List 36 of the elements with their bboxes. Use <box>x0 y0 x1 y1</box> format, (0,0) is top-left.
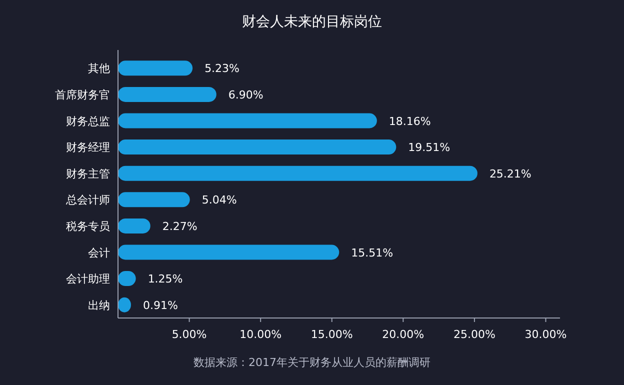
bar <box>118 113 377 128</box>
x-tick-label: 5.00% <box>172 328 207 341</box>
y-tick-label: 会计 <box>88 246 110 260</box>
x-tick-label: 25.00% <box>453 328 496 341</box>
y-tick-label: 出纳 <box>88 298 110 312</box>
bar <box>118 140 396 155</box>
data-label: 25.21% <box>489 167 532 180</box>
y-tick-label: 首席财务官 <box>55 88 110 102</box>
data-label: 1.25% <box>148 272 183 286</box>
x-tick-label: 20.00% <box>382 328 424 341</box>
data-label: 5.04% <box>202 194 237 207</box>
y-tick-label: 财务主管 <box>66 167 110 180</box>
y-tick-label: 财务经理 <box>66 141 110 154</box>
bar <box>118 60 193 76</box>
data-label: 15.51% <box>351 246 394 260</box>
y-tick-label: 总会计师 <box>65 194 110 207</box>
bar <box>118 244 340 260</box>
y-tick-label: 其他 <box>88 62 110 76</box>
data-label: 6.90% <box>228 88 264 102</box>
bar <box>118 166 478 181</box>
y-tick-label: 财务总监 <box>66 114 110 128</box>
y-tick-label: 税务专员 <box>66 220 110 233</box>
data-label: 18.16% <box>388 114 431 128</box>
x-tick-label: 10.00% <box>240 328 282 341</box>
y-tick-label: 会计助理 <box>66 272 110 286</box>
data-label: 2.27% <box>162 220 198 233</box>
bar <box>118 86 216 102</box>
x-tick-label: 30.00% <box>524 328 567 341</box>
chart-title: 财会人未来的目标岗位 <box>242 14 382 30</box>
source-note: 数据来源：2017年关于财务从业人员的薪酬调研 <box>194 356 430 369</box>
data-label: 19.51% <box>408 141 450 154</box>
bar <box>118 192 190 208</box>
data-label: 5.23% <box>204 62 240 76</box>
x-tick-label: 15.00% <box>310 328 353 341</box>
data-label: 0.91% <box>142 298 178 312</box>
bar <box>118 218 150 234</box>
